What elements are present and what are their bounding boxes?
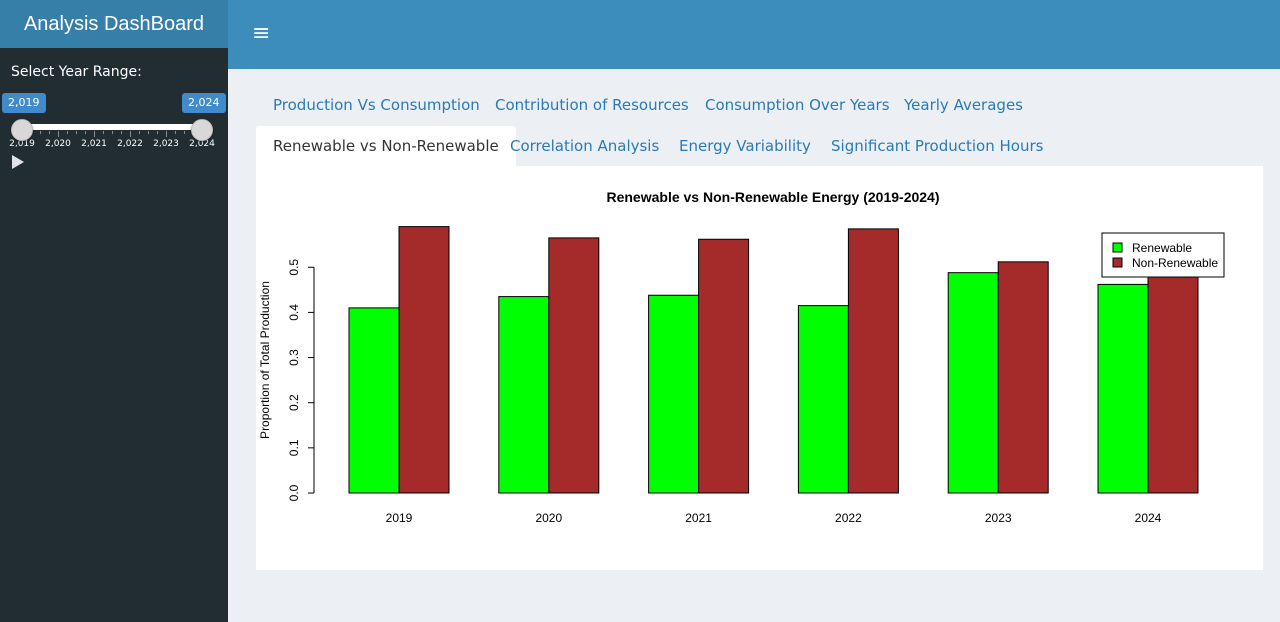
bar-non-renewable-2019 [398, 226, 450, 494]
bars [348, 226, 1199, 494]
legend-swatch [1112, 242, 1123, 253]
tab-consumption-over-years[interactable]: Consumption Over Years [705, 96, 890, 114]
slider-tick [121, 131, 122, 134]
legend-label: Non-Renewable [1132, 256, 1218, 270]
slider-tick [130, 131, 131, 137]
slider-track[interactable] [22, 124, 202, 130]
tab-production-vs-consumption[interactable]: Production Vs Consumption [273, 96, 480, 114]
slider-tick [40, 131, 41, 134]
tab-renewable-vs-non-renewable[interactable]: Renewable vs Non-Renewable [256, 126, 516, 166]
slider-handle-from[interactable] [11, 119, 33, 141]
tab-contribution-of-resources[interactable]: Contribution of Resources [495, 96, 689, 114]
slider-tick-label: 2,022 [117, 139, 143, 149]
slider-tick [175, 131, 176, 134]
y-tick-label: 0.4 [287, 304, 301, 321]
slider-handle-to[interactable] [191, 119, 213, 141]
slider-tick [67, 131, 68, 134]
tab-yearly-averages[interactable]: Yearly Averages [904, 96, 1023, 114]
slider-tick [103, 131, 104, 134]
slider-to-value: 2,024 [182, 93, 226, 113]
slider-tick [157, 131, 158, 134]
chart-title: Renewable vs Non-Renewable Energy (2019-… [606, 189, 939, 205]
y-tick-label: 0.1 [287, 439, 301, 456]
legend-box [1101, 232, 1225, 278]
hamburger-icon[interactable]: ≡ [252, 21, 271, 46]
y-axis: 0.0 0.1 0.2 0.3 0.4 0.5 [287, 259, 315, 501]
legend-swatch [1112, 257, 1123, 268]
bar-renewable-2022 [797, 305, 849, 494]
y-tick-label: 0.2 [287, 394, 301, 411]
x-tick-label: 2022 [835, 511, 862, 525]
bar-non-renewable-2021 [698, 238, 750, 494]
tab-correlation-analysis[interactable]: Correlation Analysis [510, 137, 660, 155]
slider-tick [139, 131, 140, 134]
bar-non-renewable-2023 [997, 261, 1049, 494]
slider-from-value: 2,019 [2, 93, 46, 113]
year-range-label: Select Year Range: [11, 64, 142, 80]
slider-tick [94, 131, 95, 137]
header: ≡ [228, 0, 1280, 69]
x-axis-labels: 2019 2020 2021 2022 2023 2024 [386, 511, 1162, 525]
bar-non-renewable-2020 [548, 237, 600, 494]
bar-non-renewable-2022 [847, 228, 899, 494]
x-tick-label: 2024 [1135, 511, 1162, 525]
slider-tick-label: 2,021 [81, 139, 107, 149]
bar-chart: Renewable vs Non-Renewable Energy (2019-… [258, 189, 1225, 525]
x-tick-label: 2021 [685, 511, 712, 525]
slider-tick-label: 2,019 [9, 139, 35, 149]
bar-renewable-2024 [1097, 283, 1149, 494]
legend-label: Renewable [1132, 241, 1192, 255]
x-tick-label: 2019 [386, 511, 413, 525]
chart-panel: Renewable vs Non-Renewable Energy (2019-… [256, 166, 1263, 570]
slider-tick [58, 131, 59, 137]
y-tick-label: 0.3 [287, 349, 301, 366]
tab-significant-production-hours[interactable]: Significant Production Hours [831, 137, 1044, 155]
slider-tick [112, 131, 113, 134]
bar-renewable-2023 [947, 272, 999, 494]
bar-renewable-2021 [648, 294, 700, 494]
slider-tick-label: 2,020 [45, 139, 71, 149]
slider-tick-label: 2,023 [153, 139, 179, 149]
sidebar: Analysis DashBoard Select Year Range: 2,… [0, 0, 228, 622]
y-axis-label: Proportion of Total Production [258, 281, 272, 439]
play-icon[interactable] [12, 155, 24, 169]
tab-energy-variability[interactable]: Energy Variability [679, 137, 811, 155]
slider-tick [148, 131, 149, 134]
x-tick-label: 2023 [985, 511, 1012, 525]
bar-renewable-2019 [348, 307, 400, 494]
y-tick-label: 0.0 [287, 484, 301, 501]
slider-tick-label: 2,024 [189, 139, 215, 149]
x-tick-label: 2020 [535, 511, 562, 525]
bar-non-renewable-2024 [1147, 249, 1199, 494]
app-title: Analysis DashBoard [0, 0, 228, 48]
slider-tick [49, 131, 50, 134]
bar-renewable-2020 [498, 296, 550, 494]
slider-tick [85, 131, 86, 134]
slider-tick [166, 131, 167, 137]
slider-tick [184, 131, 185, 134]
y-tick-label: 0.5 [287, 259, 301, 276]
slider-tick [76, 131, 77, 134]
